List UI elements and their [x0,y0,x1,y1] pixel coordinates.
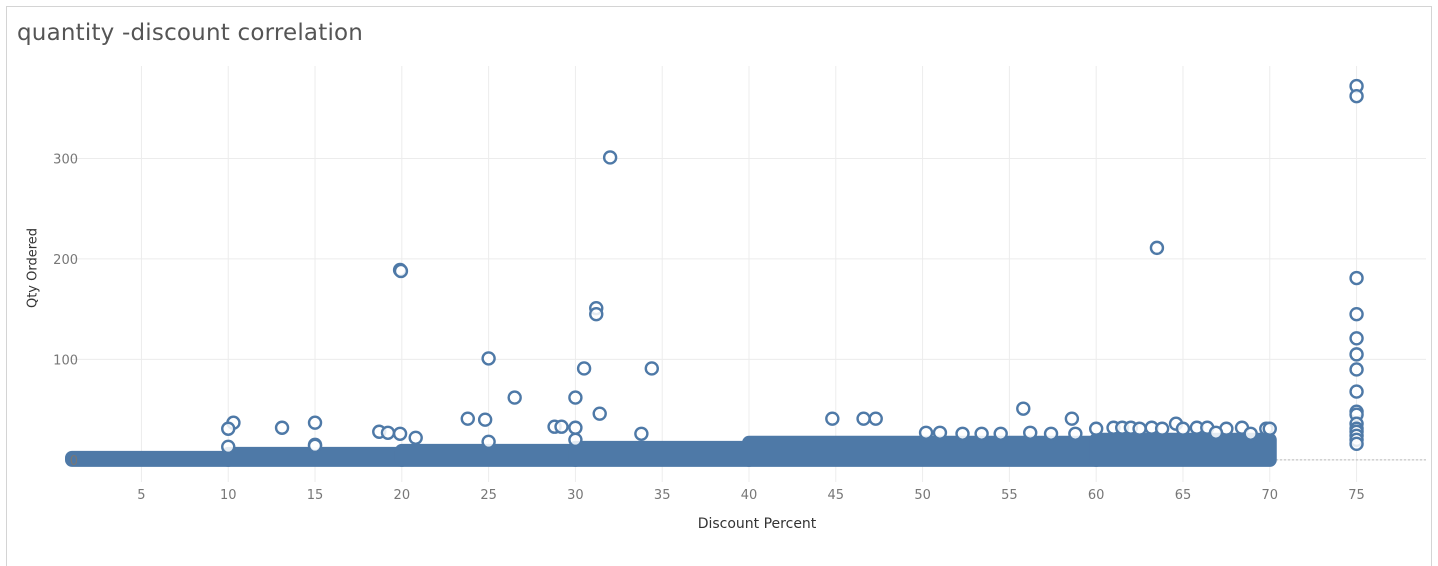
data-point [392,426,408,441]
x-tick-label: 55 [1001,488,1018,503]
data-point [993,426,1008,441]
data-point [644,361,659,376]
x-tick-label: 5 [137,488,145,503]
data-point [576,361,592,376]
chart-title: quantity -discount correlation [17,20,364,46]
dense-band-segment [742,435,1104,467]
data-point [568,420,583,435]
data-point [955,426,970,441]
data-point [974,426,989,441]
dense-band-segment [1089,432,1277,467]
dense-band-segment [394,443,583,467]
x-tick-label: 40 [741,488,758,503]
x-tick-label: 45 [828,488,845,503]
data-point [568,390,583,405]
data-point [481,351,496,366]
data-point [1088,421,1104,436]
data-point [307,415,323,430]
data-point [393,263,409,279]
dense-band-segment [65,450,236,467]
y-tick-labels: 0 100 200 300 [53,152,78,468]
data-point [592,406,607,421]
x-tick-label: 35 [654,488,671,503]
dense-band-segment [221,446,409,467]
y-tick-label: 100 [53,353,78,368]
data-point [1243,426,1258,441]
data-point [477,412,493,427]
x-tick-label: 15 [307,488,324,503]
data-point [1349,436,1364,452]
x-tick-label: 25 [480,488,497,503]
x-tick-labels: 5 10 15 20 25 30 35 40 45 50 55 60 65 70 75 [137,488,1365,503]
data-point [481,434,496,450]
chart-frame [6,6,1432,566]
scatter-plot: 5 10 15 20 25 30 35 40 45 50 55 60 65 70 75 0 100 200 300 [53,66,1426,503]
data-point [589,306,604,322]
data-point [1208,425,1224,440]
data-point [1349,362,1364,377]
data-point [856,411,871,426]
x-tick-label: 75 [1348,488,1365,503]
data-point [1064,411,1080,426]
data-point [408,430,423,445]
x-tick-label: 20 [394,488,411,503]
data-point [460,411,475,426]
data-point [1023,425,1038,440]
data-point [507,390,522,405]
data-point [380,425,396,440]
data-point [221,439,236,455]
data-point [274,420,290,435]
data-point [221,421,236,436]
data-point [918,425,934,440]
data-point [1349,331,1364,346]
data-point [554,419,569,434]
x-tick-label: 10 [220,488,237,503]
x-tick-label: 70 [1261,488,1278,503]
data-point [568,432,583,447]
data-point [602,150,618,165]
data-point [1068,426,1083,441]
data-point [1149,240,1165,256]
data-point [1349,347,1364,362]
data-point [1349,270,1364,286]
data-point [1349,306,1364,322]
data-points [221,78,1364,455]
x-tick-label: 65 [1175,488,1192,503]
data-point [932,425,948,440]
data-point [307,438,323,454]
data-point [1349,384,1364,399]
x-tick-label: 30 [567,488,584,503]
y-tick-label: 0 [70,454,78,469]
data-point [1016,401,1031,416]
data-point [634,426,649,441]
y-tick-label: 300 [53,152,78,167]
x-tick-label: 60 [1088,488,1105,503]
x-axis-label: Discount Percent [697,516,817,532]
data-point [1349,88,1364,104]
dense-band [65,432,1277,467]
y-tick-label: 200 [53,253,78,268]
data-point [1262,421,1277,436]
data-point [1175,421,1191,436]
data-point [1132,421,1147,436]
x-tick-label: 50 [914,488,931,503]
data-point [1154,421,1170,436]
data-point [868,411,883,426]
grid-lines [72,66,1426,482]
data-point [1043,426,1059,441]
dense-band-segment [568,440,756,467]
data-point [825,411,840,426]
